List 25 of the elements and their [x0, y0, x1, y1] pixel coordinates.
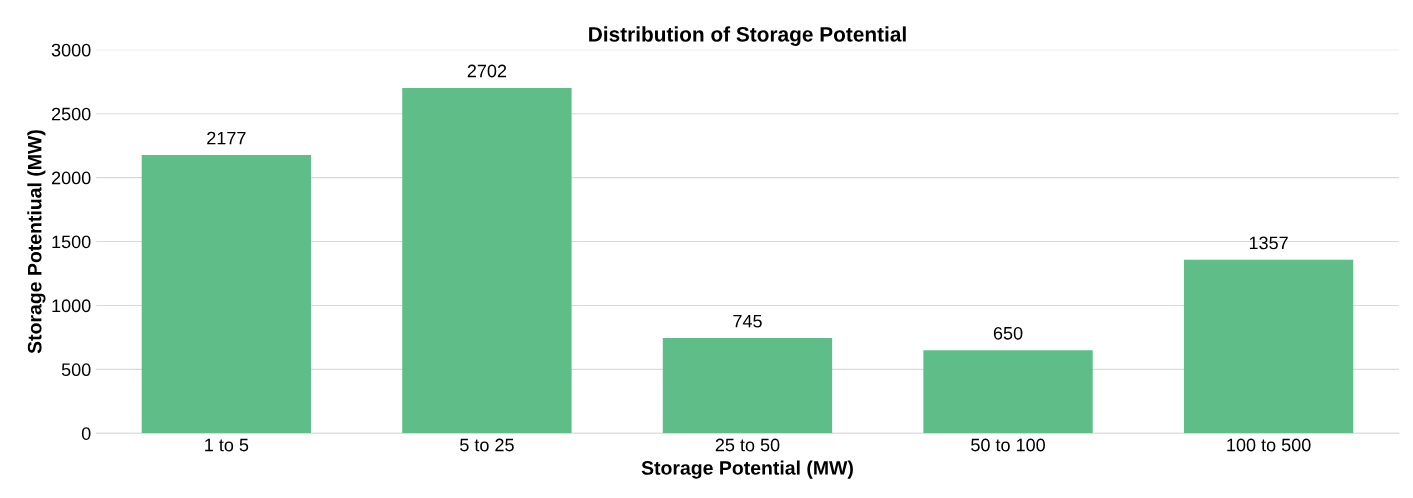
y-tick-label: 0	[81, 427, 91, 440]
y-tick-label: 1000	[52, 299, 91, 313]
x-tick-label: 1 to 5	[205, 438, 249, 452]
data-label: 745	[733, 314, 762, 328]
data-label: 2177	[207, 131, 246, 145]
data-label: 650	[993, 326, 1023, 340]
y-tick-label: 2000	[51, 171, 91, 185]
bar	[662, 338, 833, 434]
x-tick-label: 25 to 50	[715, 438, 780, 452]
x-axis-title: Storage Potential (MW)	[641, 460, 853, 479]
bar	[923, 350, 1093, 434]
x-tick-label: 50 to 100	[971, 438, 1045, 452]
y-tick-label: 500	[61, 363, 91, 377]
data-label: 1357	[1249, 236, 1288, 250]
bar	[402, 87, 572, 434]
y-axis-title: Storage Potentiual (MW)	[27, 130, 46, 354]
x-tick-label: 5 to 25	[460, 438, 514, 452]
bar	[1183, 259, 1354, 434]
y-tick-label: 1500	[52, 235, 91, 249]
bar	[141, 155, 312, 434]
data-label: 2702	[467, 64, 507, 78]
y-tick-label: 2500	[51, 107, 91, 121]
chart-title: Distribution of Storage Potential	[589, 26, 906, 46]
y-tick-label: 3000	[51, 43, 91, 57]
x-tick-label: 100 to 500	[1227, 438, 1311, 452]
